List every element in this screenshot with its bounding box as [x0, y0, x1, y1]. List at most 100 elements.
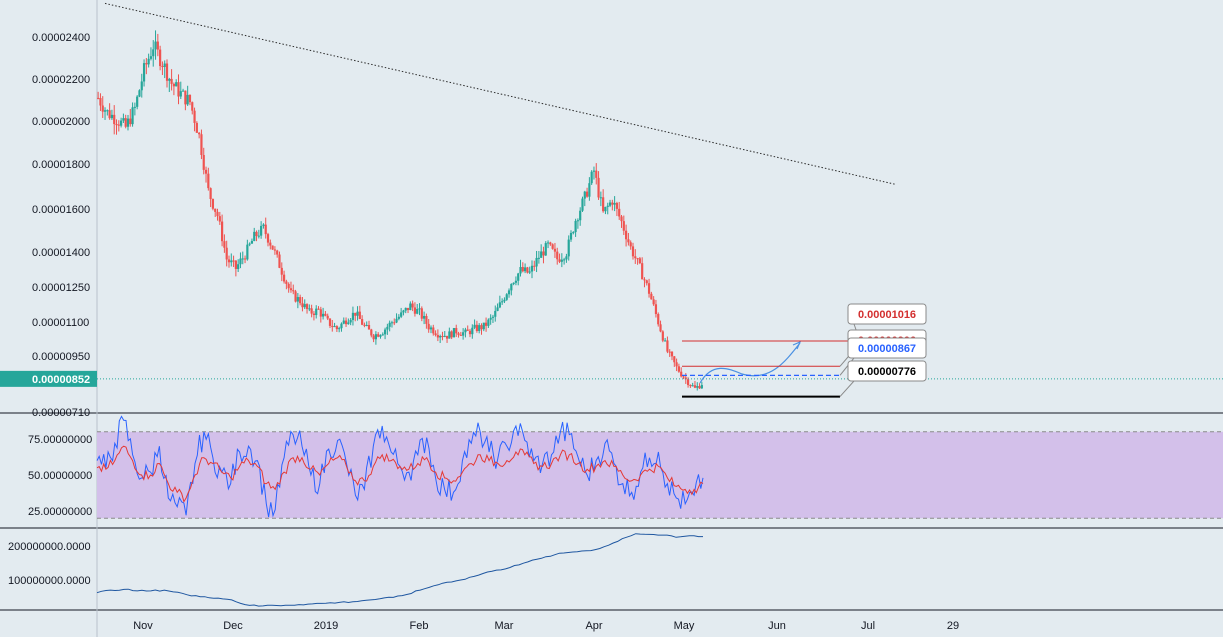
candle-body	[602, 197, 605, 212]
candle-body	[317, 308, 320, 310]
candle-body	[517, 273, 520, 281]
candle-body	[482, 322, 485, 330]
level-callout-box	[847, 303, 927, 325]
candle-body	[537, 257, 540, 259]
candle-body	[599, 197, 602, 199]
candle-body	[478, 325, 481, 331]
candle-body	[574, 220, 577, 233]
candle-body	[524, 267, 527, 272]
candle-body	[618, 208, 621, 217]
candle-body	[585, 191, 589, 197]
candle-body	[126, 118, 130, 127]
candle-body	[285, 281, 288, 284]
candle-body	[475, 324, 478, 331]
candle-body	[276, 250, 279, 255]
candle-body	[597, 177, 600, 198]
candle-body	[455, 328, 458, 334]
candle-body	[168, 78, 171, 81]
candle-body	[120, 120, 123, 126]
candle-body	[184, 90, 187, 105]
candle-body	[324, 313, 327, 316]
candle-body	[700, 385, 703, 389]
candle-body	[443, 335, 446, 337]
candle-body	[592, 170, 596, 172]
candle-body	[140, 81, 143, 91]
candle-body	[211, 199, 215, 209]
candle-body	[409, 303, 412, 311]
candle-body	[248, 243, 251, 245]
candle-body	[464, 329, 467, 333]
candle-body	[418, 308, 421, 310]
candle-body	[565, 256, 568, 260]
candle-body	[507, 290, 511, 295]
candle-body	[147, 58, 150, 65]
candle-body	[296, 297, 299, 302]
time-tick-label: Apr	[585, 620, 602, 632]
candle-body	[647, 283, 651, 294]
price-tick-label: 0.00002200	[32, 74, 90, 86]
candle-body	[294, 291, 297, 302]
candle-body	[299, 297, 302, 304]
candle-body	[230, 260, 233, 263]
candle-body	[682, 376, 685, 378]
candle-body	[540, 251, 543, 258]
candle-body	[473, 324, 476, 328]
candle-body	[328, 318, 332, 326]
candle-body	[103, 110, 107, 112]
candle-body	[521, 266, 524, 272]
candle-body	[657, 314, 660, 325]
candle-body	[661, 331, 664, 341]
volume-line	[96, 533, 703, 607]
candle-body	[223, 241, 226, 248]
candle-body	[282, 274, 286, 282]
candle-body	[216, 211, 219, 217]
last-price-label: 0.00000852	[32, 374, 90, 386]
candle-body	[634, 256, 637, 259]
candle-body	[175, 82, 178, 87]
price-tick-label: 0.00001600	[32, 204, 90, 216]
candle-body	[138, 90, 141, 97]
candle-body	[361, 319, 364, 325]
candle-body	[292, 290, 295, 292]
price-tick-label: 0.00000710	[32, 407, 90, 419]
candle-body	[310, 308, 313, 314]
candle-body	[237, 264, 240, 269]
candle-body	[99, 98, 102, 106]
candle-body	[491, 316, 495, 318]
candle-body	[631, 246, 635, 257]
candle-body	[503, 299, 506, 302]
candle-body	[246, 244, 249, 260]
candle-body	[489, 317, 492, 320]
candle-body	[404, 307, 407, 311]
candle-body	[191, 102, 194, 111]
candle-body	[595, 170, 598, 178]
candle-body	[225, 247, 228, 260]
candle-body	[432, 327, 435, 334]
candle-body	[613, 202, 616, 205]
candle-body	[445, 335, 449, 339]
candle-body	[666, 340, 669, 352]
candle-body	[370, 329, 373, 336]
candle-body	[172, 83, 175, 87]
candle-body	[542, 251, 545, 256]
candle-body	[636, 258, 639, 260]
candle-body	[142, 63, 146, 82]
candle-body	[271, 245, 274, 250]
candle-body	[546, 242, 550, 244]
candle-body	[363, 324, 366, 326]
candle-body	[301, 303, 304, 308]
candle-body	[689, 385, 692, 387]
candle-body	[652, 299, 655, 305]
candle-body	[356, 311, 359, 316]
candle-body	[608, 202, 612, 206]
candle-body	[145, 63, 148, 65]
candle-body	[627, 239, 630, 243]
candle-body	[581, 198, 584, 211]
candle-body	[322, 313, 325, 317]
candle-body	[576, 220, 579, 222]
price-tick-label: 0.00002000	[32, 116, 90, 128]
price-tick-label: 0.00000950	[32, 351, 90, 363]
candle-body	[514, 280, 518, 283]
candle-body	[159, 49, 162, 67]
